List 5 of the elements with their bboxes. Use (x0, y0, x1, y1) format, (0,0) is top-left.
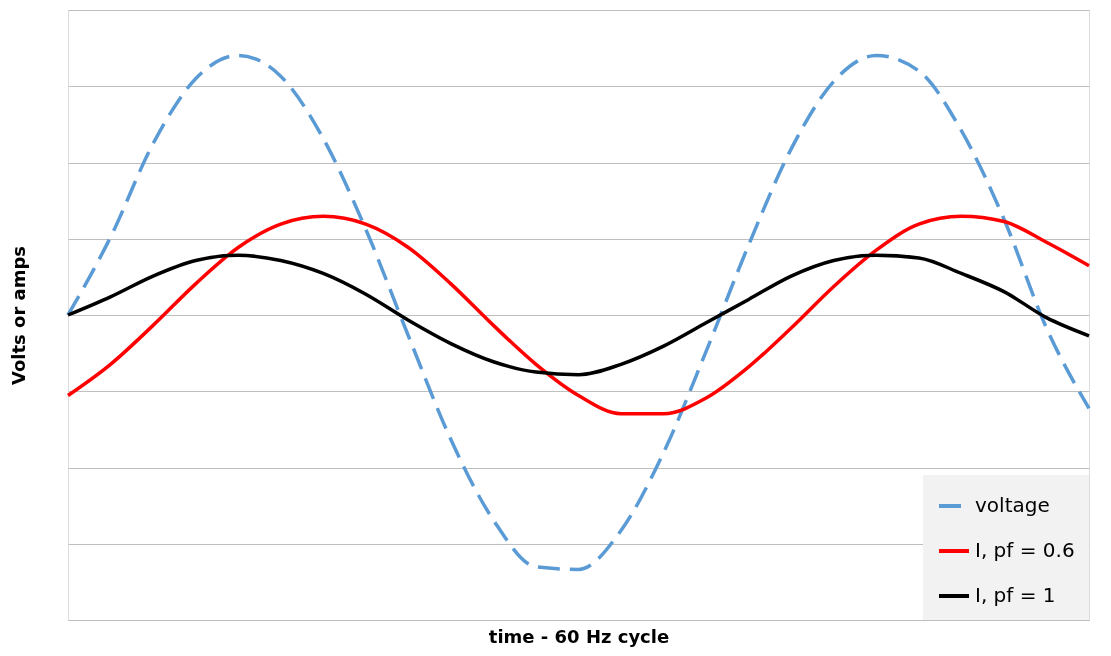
legend-label: voltage (975, 493, 1050, 517)
x-axis-title: time - 60 Hz cycle (488, 625, 670, 647)
legend-label: I, pf = 0.6 (975, 538, 1075, 562)
legend-label: I, pf = 1 (975, 583, 1056, 607)
y-axis-title: Volts or amps (7, 245, 29, 386)
